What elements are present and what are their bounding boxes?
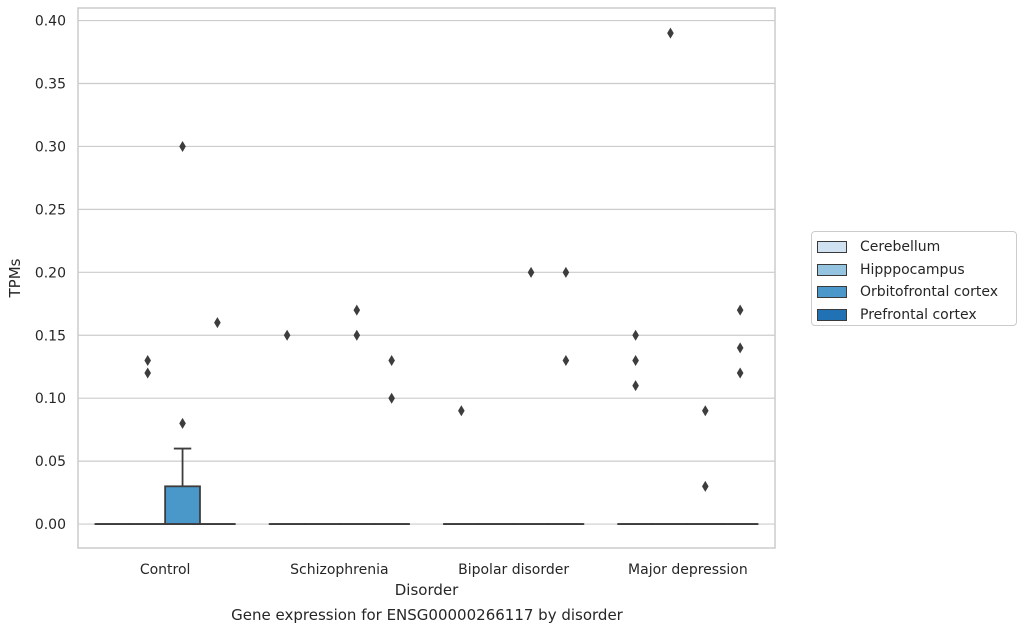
outlier-point xyxy=(736,304,744,316)
outlier-point xyxy=(632,354,639,366)
outlier-point xyxy=(702,405,709,417)
outlier-point xyxy=(388,392,395,404)
chart-caption: Gene expression for ENSG00000266117 by d… xyxy=(231,606,623,624)
outlier-point xyxy=(214,317,221,329)
outlier-point xyxy=(353,329,361,341)
legend-swatch xyxy=(817,241,847,254)
x-axis-title: Disorder xyxy=(395,581,459,599)
outlier-point xyxy=(736,367,744,379)
x-tick-label: Control xyxy=(140,562,191,578)
outlier-point xyxy=(632,380,639,392)
outlier-point xyxy=(179,417,186,429)
outlier-point xyxy=(702,480,709,492)
legend-label: Prefrontal cortex xyxy=(860,306,977,323)
y-tick-label: 0.25 xyxy=(35,202,66,218)
x-tick-label: Bipolar disorder xyxy=(458,562,569,578)
y-tick-label: 0.30 xyxy=(35,139,66,155)
y-axis-title: TPMs xyxy=(6,258,24,298)
y-tick-label: 0.05 xyxy=(35,454,66,470)
outlier-point xyxy=(458,405,465,417)
outlier-point xyxy=(736,342,744,354)
legend-item: Hipppocampus xyxy=(817,259,1016,282)
outlier-point xyxy=(632,329,639,341)
outlier-point xyxy=(527,266,535,278)
outlier-point xyxy=(144,367,151,379)
y-tick-label: 0.00 xyxy=(35,517,66,533)
y-tick-label: 0.15 xyxy=(35,328,66,344)
y-tick-label: 0.40 xyxy=(35,14,66,30)
y-tick-label: 0.20 xyxy=(35,265,66,281)
outlier-point xyxy=(388,354,395,366)
legend-item: Cerebellum xyxy=(817,236,1016,259)
outlier-point xyxy=(562,266,570,278)
outlier-point xyxy=(667,27,674,39)
legend: Cerebellum Hipppocampus Orbitofrontal cort… xyxy=(811,231,1017,326)
legend-swatch xyxy=(817,286,847,299)
x-tick-label: Schizophrenia xyxy=(290,562,388,578)
legend-swatch xyxy=(817,263,847,276)
outlier-point xyxy=(283,329,291,341)
legend-swatch xyxy=(817,308,847,321)
y-tick-label: 0.10 xyxy=(35,391,66,407)
legend-label: Hipppocampus xyxy=(860,261,965,278)
legend-label: Cerebellum xyxy=(860,239,941,256)
legend-label: Orbitofrontal cortex xyxy=(860,284,998,301)
outlier-point xyxy=(179,140,186,152)
plot-frame xyxy=(77,7,776,549)
outlier-point xyxy=(562,354,570,366)
y-tick-label: 0.35 xyxy=(35,77,66,93)
outlier-point xyxy=(144,354,151,366)
outlier-point xyxy=(353,304,361,316)
legend-item: Orbitofrontal cortex xyxy=(817,281,1016,304)
box xyxy=(164,485,201,525)
x-tick-label: Major depression xyxy=(628,562,748,578)
legend-item: Prefrontal cortex xyxy=(817,304,1016,327)
